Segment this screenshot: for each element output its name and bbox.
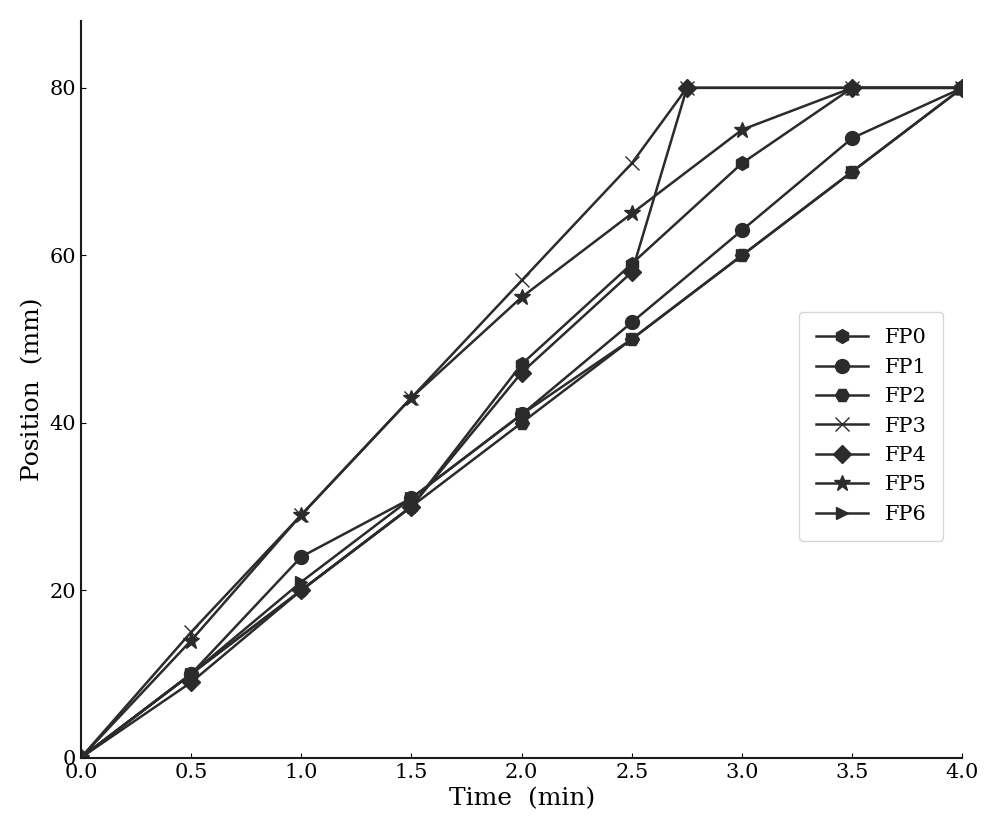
Line: FP4: FP4 bbox=[75, 81, 969, 764]
FP3 bbox=[956, 83, 968, 93]
FP4 bbox=[75, 753, 87, 763]
FP4 bbox=[405, 502, 417, 512]
FP0 bbox=[516, 359, 528, 369]
FP0 bbox=[405, 502, 417, 512]
FP1 bbox=[956, 83, 968, 93]
FP4 bbox=[681, 83, 693, 93]
FP6 bbox=[295, 577, 307, 587]
FP0 bbox=[846, 83, 858, 93]
FP1 bbox=[846, 133, 858, 143]
FP4 bbox=[295, 585, 307, 595]
Line: FP2: FP2 bbox=[74, 81, 969, 765]
FP3 bbox=[185, 627, 197, 637]
FP5 bbox=[516, 293, 528, 302]
FP0 bbox=[185, 669, 197, 679]
FP2 bbox=[75, 753, 87, 763]
FP0 bbox=[295, 585, 307, 595]
FP5 bbox=[956, 83, 968, 93]
FP3 bbox=[75, 753, 87, 763]
FP5 bbox=[185, 636, 197, 646]
FP3 bbox=[295, 510, 307, 520]
Y-axis label: Position  (mm): Position (mm) bbox=[21, 297, 44, 481]
FP6 bbox=[736, 250, 748, 260]
FP2 bbox=[185, 669, 197, 679]
FP6 bbox=[956, 83, 968, 93]
FP1 bbox=[736, 225, 748, 235]
FP3 bbox=[516, 275, 528, 285]
FP6 bbox=[75, 753, 87, 763]
FP5 bbox=[75, 753, 87, 763]
FP4 bbox=[185, 677, 197, 687]
FP0 bbox=[75, 753, 87, 763]
Line: FP1: FP1 bbox=[74, 81, 969, 765]
FP5 bbox=[736, 125, 748, 135]
FP6 bbox=[405, 493, 417, 503]
Legend: FP0, FP1, FP2, FP3, FP4, FP5, FP6: FP0, FP1, FP2, FP3, FP4, FP5, FP6 bbox=[799, 312, 943, 540]
FP0 bbox=[956, 83, 968, 93]
FP4 bbox=[626, 267, 638, 277]
FP1 bbox=[626, 317, 638, 327]
FP3 bbox=[405, 393, 417, 403]
FP1 bbox=[405, 493, 417, 503]
Line: FP0: FP0 bbox=[74, 81, 969, 765]
X-axis label: Time  (min): Time (min) bbox=[449, 787, 595, 810]
FP5 bbox=[405, 393, 417, 403]
FP4 bbox=[846, 83, 858, 93]
FP0 bbox=[736, 158, 748, 168]
FP1 bbox=[516, 410, 528, 420]
FP5 bbox=[295, 510, 307, 520]
FP0 bbox=[626, 258, 638, 268]
Line: FP6: FP6 bbox=[75, 81, 969, 764]
FP2 bbox=[736, 250, 748, 260]
FP2 bbox=[626, 334, 638, 344]
FP2 bbox=[956, 83, 968, 93]
FP2 bbox=[846, 166, 858, 176]
Line: FP3: FP3 bbox=[74, 81, 969, 765]
FP2 bbox=[405, 502, 417, 512]
FP6 bbox=[185, 669, 197, 679]
FP5 bbox=[846, 83, 858, 93]
FP1 bbox=[295, 552, 307, 562]
FP6 bbox=[516, 410, 528, 420]
FP2 bbox=[295, 585, 307, 595]
FP6 bbox=[846, 166, 858, 176]
FP1 bbox=[75, 753, 87, 763]
FP5 bbox=[626, 209, 638, 219]
FP3 bbox=[626, 158, 638, 168]
FP4 bbox=[956, 83, 968, 93]
FP6 bbox=[626, 334, 638, 344]
Line: FP5: FP5 bbox=[73, 80, 971, 766]
FP1 bbox=[185, 669, 197, 679]
FP4 bbox=[516, 367, 528, 377]
FP3 bbox=[681, 83, 693, 93]
FP2 bbox=[516, 418, 528, 428]
FP3 bbox=[846, 83, 858, 93]
